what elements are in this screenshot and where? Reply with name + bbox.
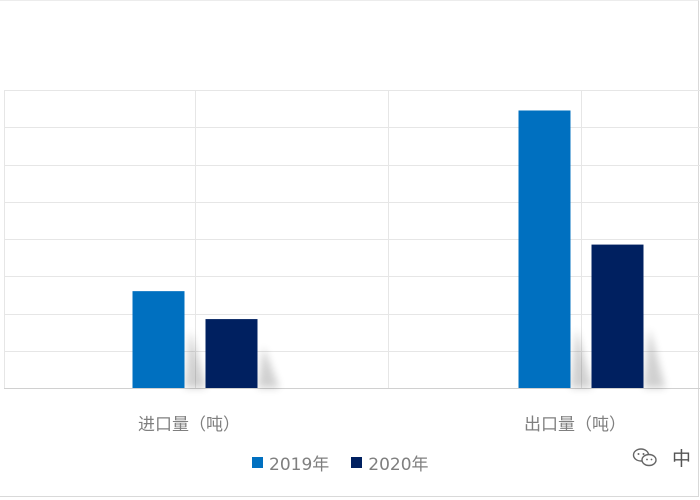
wechat-icon bbox=[632, 447, 657, 466]
bar-2020-import bbox=[205, 319, 258, 388]
watermark-text: 中 bbox=[672, 448, 692, 470]
bar-shadow bbox=[257, 346, 280, 388]
legend-label-2019: 2019年 bbox=[269, 455, 330, 475]
x-axis-labels: 进口量（吨） 出口量（吨） bbox=[138, 415, 626, 435]
bar-shadow bbox=[184, 329, 207, 388]
x-tick-label-export: 出口量（吨） bbox=[524, 415, 626, 435]
grid-lines bbox=[4, 90, 700, 389]
bar-shadow bbox=[570, 328, 593, 388]
bar-2019-export bbox=[518, 110, 571, 389]
legend-item-2020: 2020年 bbox=[351, 450, 429, 475]
legend: 2019年 2020年 bbox=[252, 450, 429, 475]
legend-item-2019: 2019年 bbox=[252, 450, 329, 475]
x-tick-label-import: 进口量（吨） bbox=[138, 415, 240, 435]
legend-swatch-2019 bbox=[252, 457, 263, 468]
watermark: 中 bbox=[632, 444, 691, 471]
legend-swatch-2020 bbox=[351, 457, 363, 468]
legend-label-2020: 2020年 bbox=[368, 455, 429, 475]
bar-2020-export bbox=[591, 244, 644, 388]
bar-shadow bbox=[643, 328, 666, 388]
bars bbox=[132, 110, 666, 389]
bar-2019-import bbox=[132, 291, 185, 388]
